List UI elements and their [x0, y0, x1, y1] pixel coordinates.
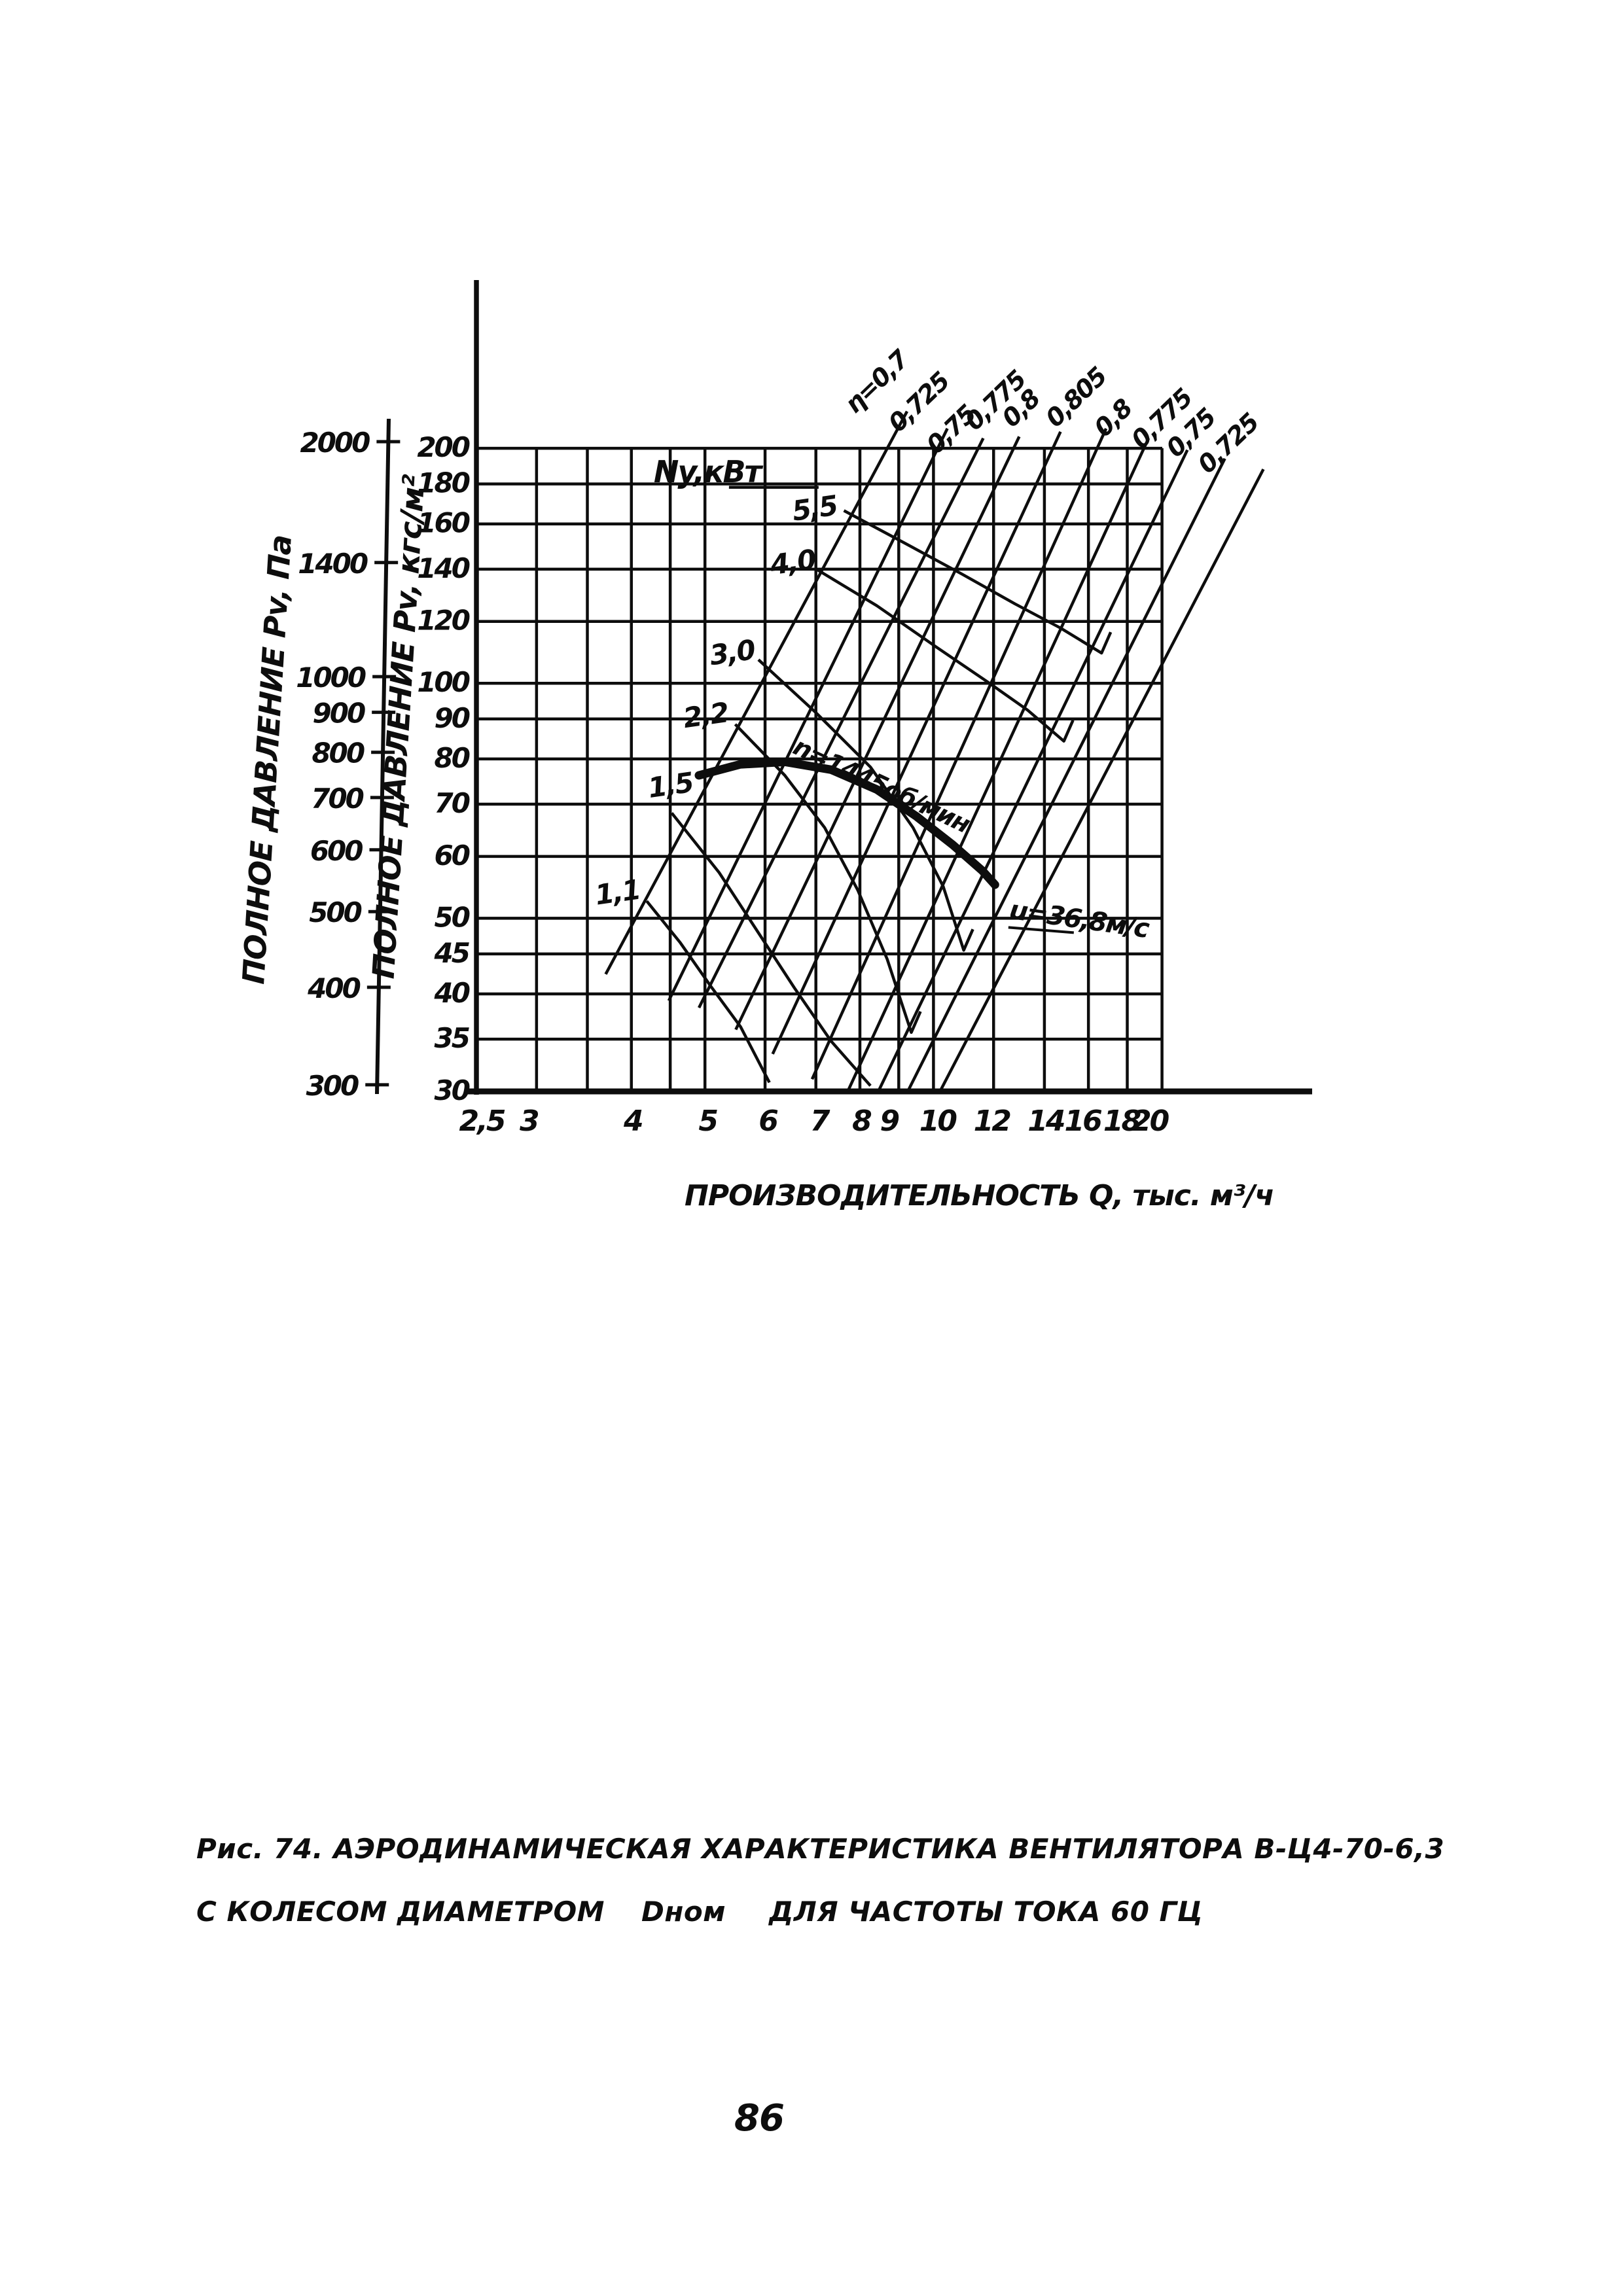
efficiency-lines — [604, 410, 1265, 1093]
kgf-axis-title: ПОЛНОЕ ДАВЛЕНИЕ Pv, кгс/м² — [366, 474, 432, 980]
x-tick-label: 2,5 — [459, 1104, 505, 1138]
x-tick-label: 7 — [810, 1104, 830, 1138]
power-unit-label: Ny,кВт — [654, 454, 764, 489]
power-curve-label: 1,5 — [646, 766, 695, 804]
kgf-tick-label: 90 — [435, 702, 470, 734]
kgf-tick-label: 160 — [417, 507, 469, 539]
efficiency-line — [846, 437, 1150, 1092]
power-curve — [843, 509, 1113, 655]
power-curve-label: 3,0 — [707, 633, 757, 671]
power-curve-label: 4,0 — [768, 543, 817, 581]
fan-pressure-curve — [694, 757, 999, 889]
curve-annotations: η=0,70,7250,750,7750,80,8050,80,7750,750… — [593, 344, 1264, 945]
tip-speed-label: u=36,8м/с — [1007, 895, 1151, 945]
kgf-tick-label: 100 — [417, 666, 469, 698]
pa-tick-label: 1400 — [298, 548, 368, 580]
tip-speed-underline — [1008, 926, 1074, 934]
kgf-tick-label: 120 — [417, 605, 469, 637]
pa-tick-label: 700 — [311, 783, 363, 815]
power-curve-label: 1,1 — [593, 874, 642, 911]
x-tick-label: 8 — [852, 1104, 871, 1138]
x-tick-label: 4 — [623, 1104, 642, 1138]
power-curve — [815, 567, 1075, 743]
x-tick-label: 12 — [974, 1104, 1011, 1138]
fan-curve — [694, 757, 999, 889]
pa-tick-label: 600 — [310, 835, 363, 867]
power-curve — [670, 812, 872, 1087]
efficiency-line — [877, 449, 1189, 1092]
x-tick-label: 3 — [520, 1104, 539, 1138]
pa-tick-label: 500 — [309, 896, 361, 928]
pa-tick-label: 900 — [313, 698, 365, 730]
efficiency-line — [771, 431, 1062, 1055]
pa-axis-spine — [375, 418, 391, 1095]
kgf-tick-label: 40 — [434, 977, 470, 1009]
kgf-tick-label: 80 — [435, 742, 470, 774]
tick-labels: 2000 1400 1000 900 800 700 600 500 400 300 200 180 1… — [236, 427, 1274, 1212]
x-tick-label: 6 — [758, 1104, 778, 1138]
log-log-grid — [474, 446, 1164, 1093]
page-number: 86 — [734, 2097, 784, 2140]
pa-tick-label: 400 — [307, 972, 360, 1004]
pa-tick-label: 300 — [306, 1070, 359, 1102]
power-curve — [734, 723, 922, 1034]
pa-tick-label: 1000 — [296, 662, 366, 694]
axes — [365, 280, 1312, 1095]
pa-tick-label: 2000 — [300, 427, 370, 459]
x-tick-label: 10 — [919, 1104, 957, 1138]
kgf-tick-label: 35 — [435, 1022, 470, 1054]
kgf-tick-label: 30 — [435, 1074, 470, 1106]
efficiency-line — [906, 457, 1226, 1093]
kgf-tick-label: 70 — [435, 787, 470, 819]
efficiency-line — [810, 427, 1108, 1080]
x-tick-label: 14 — [1027, 1104, 1064, 1138]
x-tick-label: 20 — [1132, 1104, 1169, 1138]
pa-tick-label: 800 — [312, 737, 364, 769]
kgf-tick-label: 180 — [417, 467, 469, 499]
power-curve — [645, 900, 771, 1084]
x-tick-label: 18 — [1103, 1104, 1141, 1138]
power-curve-label: 2,2 — [681, 696, 730, 734]
power-curves — [645, 509, 1113, 1087]
efficiency-line — [604, 410, 909, 975]
efficiency-line — [938, 468, 1265, 1093]
power-curve — [757, 658, 974, 952]
kgf-tick-label: 45 — [434, 937, 470, 969]
kgf-tick-label: 140 — [417, 552, 469, 584]
pa-axis-title: ПОЛНОЕ ДАВЛЕНИЕ Pv, Па — [236, 534, 298, 985]
figure-caption-line1: Рис. 74. АЭРОДИНАМИЧЕСКАЯ ХАРАКТЕРИСТИКА… — [196, 1833, 1444, 1865]
x-tick-label: 16 — [1065, 1104, 1103, 1138]
kgf-tick-label: 50 — [435, 901, 470, 933]
efficiency-line — [734, 436, 1021, 1031]
kgf-tick-label: 200 — [417, 431, 469, 463]
caption-line2-part3: ДЛЯ ЧАСТОТЫ ТОКА 60 ГЦ — [768, 1896, 1203, 1928]
x-axis-title: ПРОИЗВОДИТЕЛЬНОСТЬ Q, тыс. м³/ч — [685, 1179, 1274, 1212]
x-tick-label: 5 — [698, 1104, 717, 1138]
efficiency-line — [667, 427, 949, 1002]
kgf-tick-label: 60 — [435, 839, 470, 872]
power-curve-label: 5,5 — [790, 489, 839, 527]
caption-line2-part2: Dном — [641, 1896, 726, 1928]
x-tick-label: 9 — [880, 1104, 899, 1138]
caption-line2-part1: С КОЛЕСОМ ДИАМЕТРОМ — [196, 1896, 605, 1928]
figure-caption-line2: С КОЛЕСОМ ДИАМЕТРОМ Dном ДЛЯ ЧАСТОТЫ ТОК… — [196, 1896, 1203, 1928]
